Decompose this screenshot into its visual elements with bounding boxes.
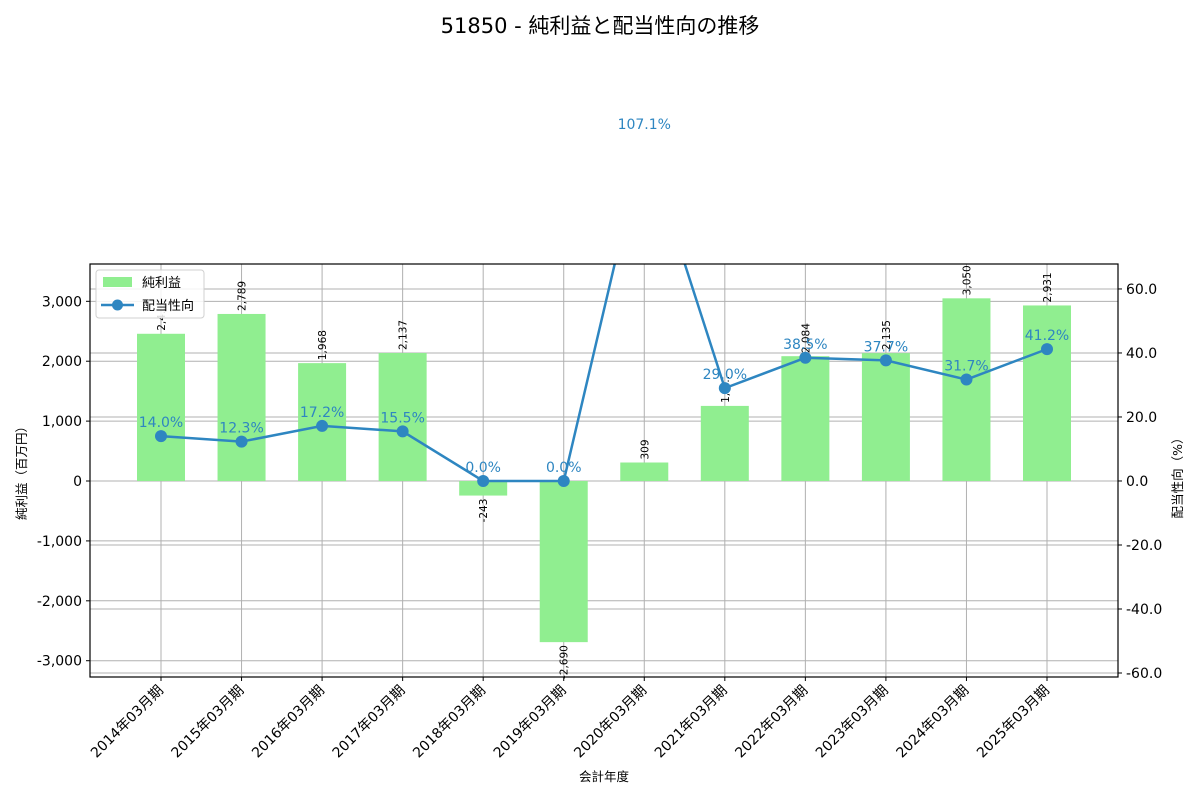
payout-ratio-marker bbox=[235, 435, 248, 448]
y-tick-label-right: 0.0 bbox=[1126, 474, 1148, 490]
left-y-axis: -3,000 -2,000 -1,000 0 1,000 2,000 3,000 bbox=[37, 294, 90, 670]
legend-label-payout-ratio: 配当性向 bbox=[142, 298, 194, 314]
bar bbox=[700, 405, 749, 482]
bar bbox=[137, 333, 185, 482]
y-axis-left-label: 純利益（百万円） bbox=[14, 420, 29, 520]
bar-value-label: 2,137 bbox=[398, 320, 410, 350]
y-tick-label-right: -20.0 bbox=[1126, 538, 1162, 554]
payout-ratio-value-label: 38.5% bbox=[783, 337, 827, 353]
payout-ratio-marker bbox=[557, 474, 570, 487]
bar-value-label: 2,789 bbox=[237, 281, 249, 311]
bar bbox=[217, 313, 266, 482]
plot-frame bbox=[89, 263, 1119, 678]
line-series-payout-ratio bbox=[155, 264, 1053, 487]
legend-label-net-income: 純利益 bbox=[142, 276, 181, 291]
bar-value-labels: 2,4…2,7891,9682,137-243-2,6903091,2…2,08… bbox=[156, 265, 1054, 679]
x-axis: 2014年03月期 2015年03月期 2016年03月期 2017年03月期 2018… bbox=[88, 677, 1053, 761]
bar bbox=[781, 356, 830, 482]
x-tick-label: 2021年03月期 bbox=[652, 683, 731, 762]
y-tick-label-right: -40.0 bbox=[1126, 602, 1162, 618]
y-tick-label-left: 1,000 bbox=[42, 414, 82, 430]
y-tick-label-left: 2,000 bbox=[42, 354, 82, 370]
y-tick-label-left: -2,000 bbox=[37, 594, 82, 610]
chart-title: 51850 - 純利益と配当性向の推移 bbox=[441, 14, 760, 38]
y-tick-label-left: -3,000 bbox=[37, 654, 82, 670]
payout-ratio-value-label: 31.7% bbox=[944, 359, 988, 375]
bar-value-label: 2,084 bbox=[800, 323, 812, 353]
x-tick-label: 2016年03月期 bbox=[249, 683, 328, 762]
bar-series-net-income bbox=[137, 298, 1071, 643]
payout-ratio-value-label: 0.0% bbox=[465, 460, 501, 476]
payout-ratio-marker bbox=[316, 419, 329, 432]
payout-ratio-value-label: 41.2% bbox=[1025, 328, 1069, 344]
y-tick-label-right: 60.0 bbox=[1126, 282, 1157, 298]
bar-value-label: 2,931 bbox=[1042, 272, 1054, 302]
payout-ratio-marker bbox=[879, 354, 892, 367]
bar bbox=[1023, 305, 1071, 482]
y-axis-right-label: 配当性向（%） bbox=[1170, 432, 1185, 519]
payout-ratio-labels: 14.0% 12.3% 17.2% 15.5% 0.0% 0.0% 107.1% 29.0% 3… bbox=[139, 117, 1069, 476]
payout-ratio-value-label: 12.3% bbox=[219, 421, 263, 437]
y-tick-label-left: -1,000 bbox=[37, 534, 82, 550]
bar bbox=[861, 353, 910, 482]
bar-value-label: 1,968 bbox=[317, 330, 329, 360]
x-tick-label: 2018年03月期 bbox=[410, 683, 489, 762]
bar-value-label: -2,690 bbox=[559, 645, 571, 679]
payout-ratio-value-label: 0.0% bbox=[546, 460, 582, 476]
x-tick-label: 2024年03月期 bbox=[893, 683, 972, 762]
payout-ratio-value-label: 17.2% bbox=[300, 405, 344, 421]
legend: 純利益 配当性向 bbox=[95, 269, 205, 319]
payout-ratio-marker bbox=[799, 351, 812, 364]
y-tick-label-right: -60.0 bbox=[1126, 666, 1162, 682]
bar bbox=[459, 481, 508, 496]
payout-ratio-line bbox=[160, 264, 1048, 483]
bar-value-label: 3,050 bbox=[961, 265, 973, 295]
bar-value-label: 2,135 bbox=[881, 320, 893, 350]
payout-ratio-marker bbox=[718, 382, 731, 395]
x-tick-label: 2025年03月期 bbox=[974, 683, 1053, 762]
legend-bar-swatch-icon bbox=[103, 277, 132, 287]
payout-ratio-marker bbox=[960, 373, 973, 386]
y-tick-label-right: 40.0 bbox=[1126, 346, 1157, 362]
x-tick-label: 2014年03月期 bbox=[88, 683, 167, 762]
y-tick-label-left: 3,000 bbox=[42, 294, 82, 310]
payout-ratio-marker bbox=[155, 430, 167, 443]
payout-ratio-marker bbox=[396, 425, 409, 438]
x-tick-label: 2015年03月期 bbox=[169, 683, 248, 762]
bar bbox=[539, 481, 588, 643]
legend-marker-icon bbox=[112, 299, 123, 311]
payout-ratio-value-label: 37.7% bbox=[864, 339, 908, 355]
payout-ratio-marker bbox=[477, 474, 490, 487]
y-tick-label-left: 0 bbox=[73, 474, 82, 490]
bar-value-label: 309 bbox=[639, 439, 651, 459]
payout-ratio-marker bbox=[1041, 343, 1053, 356]
payout-ratio-value-label: 14.0% bbox=[139, 415, 183, 431]
bar-value-label: -243 bbox=[478, 499, 490, 523]
payout-ratio-value-label: 29.0% bbox=[703, 367, 747, 383]
x-tick-label: 2020年03月期 bbox=[571, 683, 650, 762]
right-y-axis: -60.0 -40.0 -20.0 0.0 20.0 40.0 60.0 bbox=[1118, 282, 1162, 682]
x-tick-label: 2023年03月期 bbox=[813, 683, 892, 762]
bar bbox=[378, 353, 427, 482]
payout-ratio-value-label: 15.5% bbox=[380, 410, 424, 426]
x-tick-label: 2017年03月期 bbox=[330, 683, 409, 762]
x-axis-label: 会計年度 bbox=[579, 769, 630, 784]
x-tick-label: 2022年03月期 bbox=[732, 683, 811, 762]
payout-ratio-value-label: 107.1% bbox=[618, 117, 671, 133]
bar bbox=[942, 298, 991, 482]
x-tick-label: 2019年03月期 bbox=[491, 683, 570, 762]
bar bbox=[620, 462, 669, 482]
y-tick-label-right: 20.0 bbox=[1126, 410, 1157, 426]
